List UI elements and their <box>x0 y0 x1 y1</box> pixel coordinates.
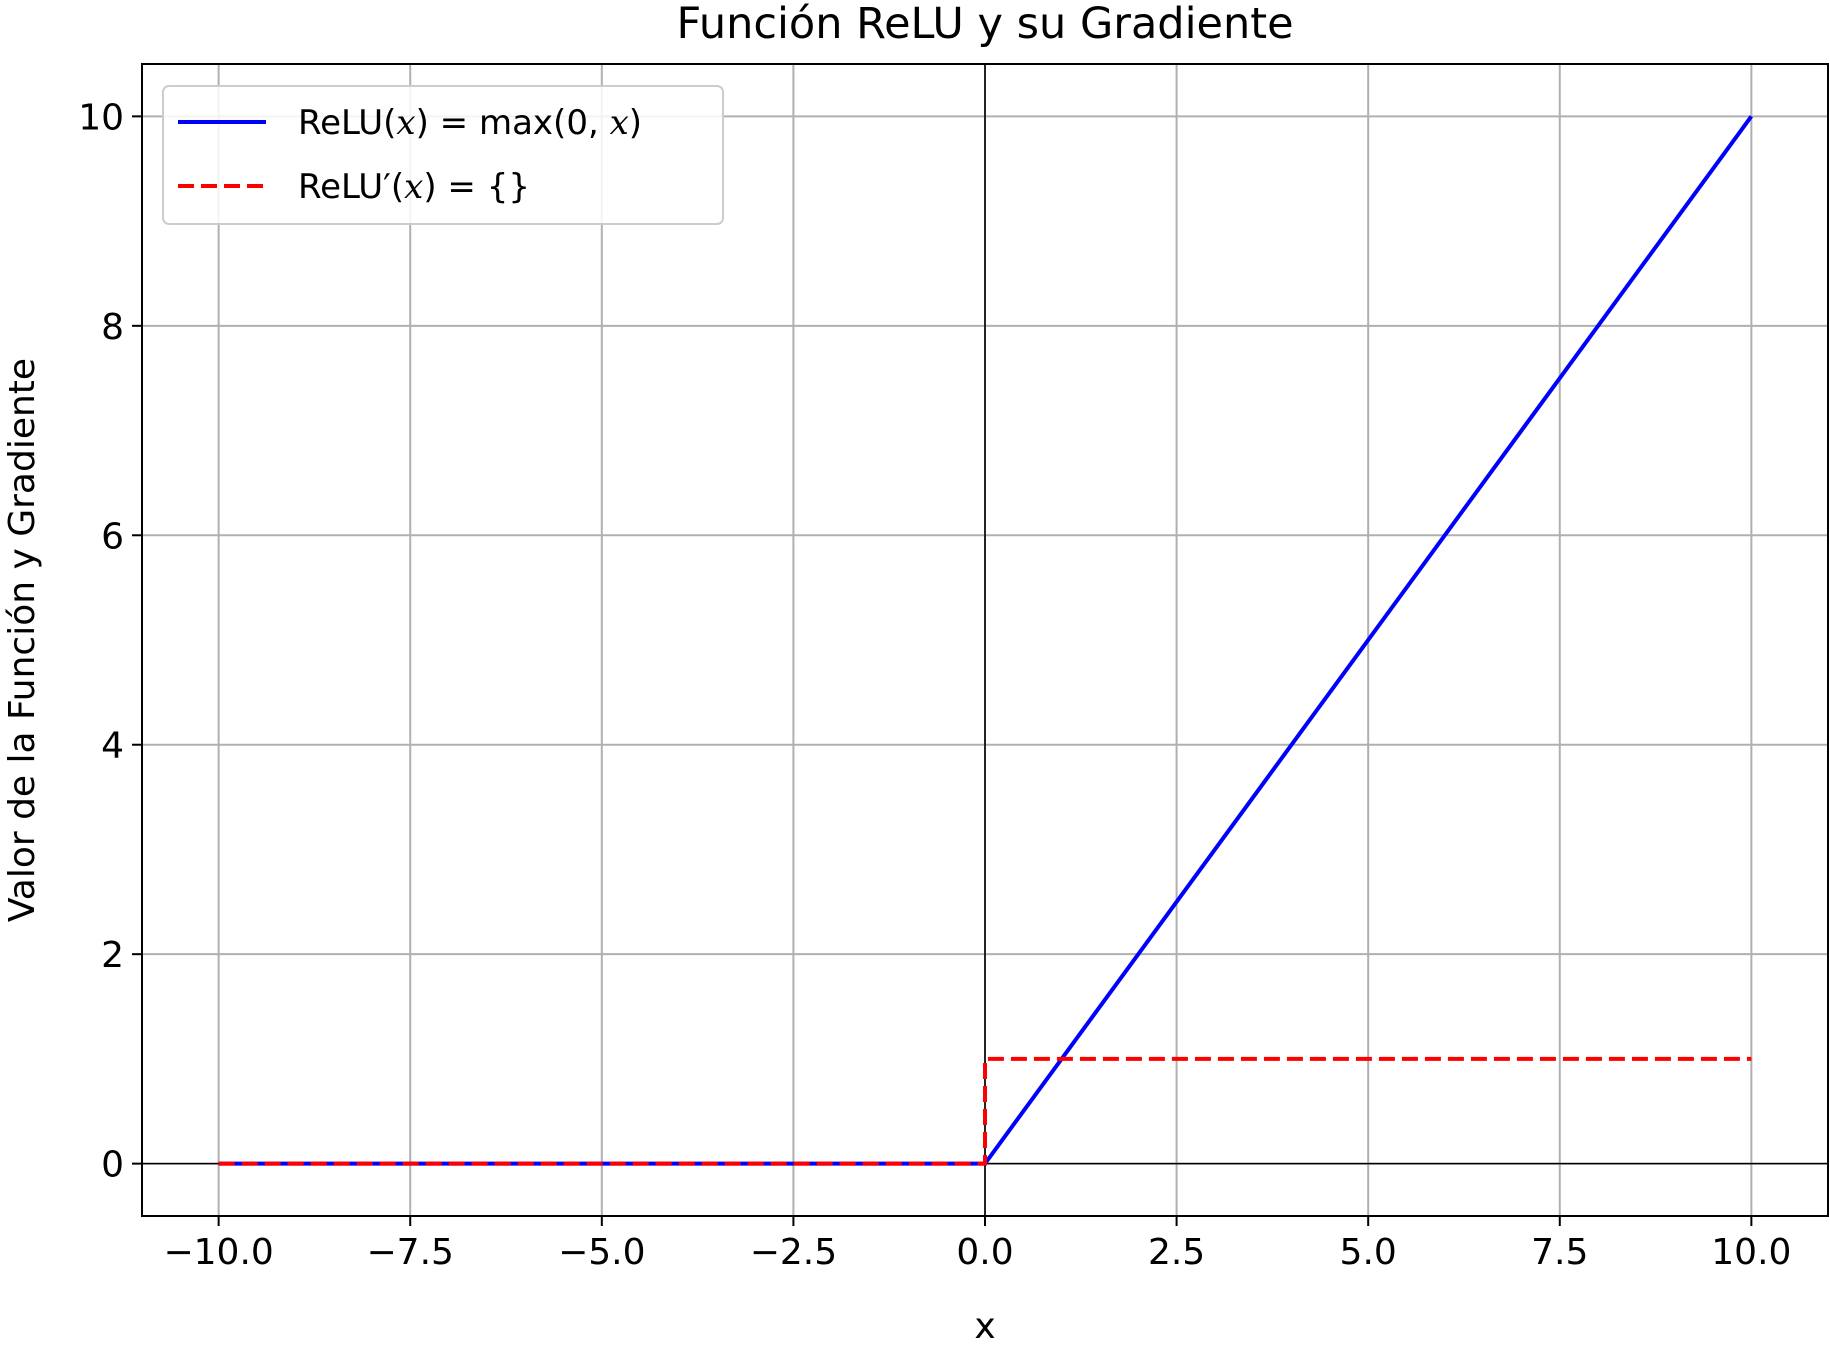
y-axis-ticks: 0 2 4 6 8 10 <box>78 97 142 1186</box>
y-tick-label: 8 <box>101 307 124 348</box>
series-line-2 <box>218 1056 1752 1166</box>
y-tick-label: 4 <box>101 726 124 767</box>
x-axis-ticks: −10.0 −7.5 −5.0 −2.5 0.0 2.5 5.0 7.5 10.0 <box>163 1216 1791 1273</box>
x-tick-label: −10.0 <box>163 1232 273 1273</box>
legend-label-1: ReLU(x) = max(0, x) <box>298 103 642 143</box>
series-lines <box>218 115 1753 1166</box>
x-tick-label: −2.5 <box>750 1232 837 1273</box>
y-tick-label: 2 <box>101 935 124 976</box>
y-tick-label: 10 <box>78 97 124 138</box>
y-tick-label: 6 <box>101 516 124 557</box>
y-tick-label: 0 <box>101 1145 124 1186</box>
legend-label-2: ReLU′(x) = {} <box>298 167 530 207</box>
x-tick-label: 5.0 <box>1340 1232 1397 1273</box>
legend-box <box>162 85 724 225</box>
x-tick-label: 10.0 <box>1711 1232 1791 1273</box>
x-tick-label: 7.5 <box>1531 1232 1588 1273</box>
x-tick-label: 2.5 <box>1148 1232 1205 1273</box>
x-tick-label: 0.0 <box>956 1232 1013 1273</box>
chart-title: Función ReLU y su Gradiente <box>676 0 1293 49</box>
legend: ReLU(x) = max(0, x) ReLU′(x) = {} <box>162 85 724 225</box>
reference-lines <box>142 64 1828 1216</box>
x-tick-label: −5.0 <box>558 1232 645 1273</box>
x-axis-label: x <box>974 1306 995 1346</box>
y-axis-label: Valor de la Función y Gradiente <box>2 358 43 922</box>
x-tick-label: −7.5 <box>367 1232 454 1273</box>
